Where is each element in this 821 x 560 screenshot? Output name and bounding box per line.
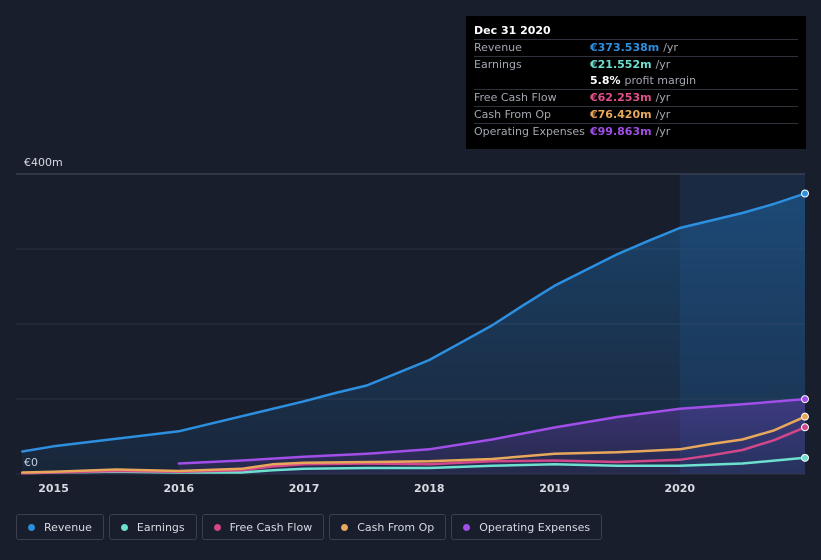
legend-dot-icon <box>463 523 471 531</box>
legend-dot-icon <box>120 523 128 531</box>
chart-legend: Revenue Earnings Free Cash Flow Cash From O… <box>16 514 607 540</box>
revenue-area <box>22 193 806 474</box>
tooltip-row-label: Operating Expenses <box>474 125 585 138</box>
tooltip-row-unit: /yr <box>655 125 671 138</box>
x-tick-label: 2018 <box>414 482 445 495</box>
x-tick-label: 2017 <box>289 482 320 495</box>
tooltip-row-value: €99.863m <box>590 125 652 138</box>
legend-item-operating-expenses[interactable]: Operating Expenses <box>451 514 603 540</box>
tooltip-row: Cash From Op €76.420m/yr <box>474 106 798 123</box>
x-tick-label: 2019 <box>539 482 570 495</box>
free-cash-flow-end-point <box>801 423 809 432</box>
operating-expenses-line <box>177 397 807 465</box>
tooltip-row: Revenue €373.538m/yr <box>474 39 798 56</box>
legend-item-cash-from-op[interactable]: Cash From Op <box>329 514 447 540</box>
cash-from-op-line <box>21 415 807 474</box>
tooltip-row-value: €373.538m <box>590 41 660 54</box>
tooltip-row-unit: profit margin <box>624 74 697 87</box>
cash-from-op-end-point <box>801 412 809 421</box>
legend-item-free-cash-flow[interactable]: Free Cash Flow <box>201 514 325 540</box>
legend-label: Operating Expenses <box>479 520 591 534</box>
x-tick-label: 2016 <box>163 482 194 495</box>
tooltip-row: Operating Expenses €99.863m/yr <box>474 123 798 140</box>
legend-dot-icon <box>213 523 221 531</box>
revenue-end-point <box>801 189 809 198</box>
tooltip-row-label: Cash From Op <box>474 108 552 121</box>
operating-expenses-area <box>178 399 806 474</box>
data-tooltip: Dec 31 2020 Revenue €373.538m/yr Earnings €… <box>466 16 806 149</box>
tooltip-row-unit: /yr <box>655 91 671 104</box>
tooltip-row-value: €76.420m <box>590 108 652 121</box>
legend-label: Revenue <box>44 520 92 534</box>
legend-label: Free Cash Flow <box>229 520 313 534</box>
tooltip-row: Earnings €21.552m/yr <box>474 56 798 73</box>
operating-expenses-end-point <box>801 395 809 404</box>
tooltip-row-unit: /yr <box>663 41 678 54</box>
tooltip-row-label: Revenue <box>474 41 522 54</box>
tooltip-row: 5.8% profit margin <box>474 73 798 89</box>
legend-label: Earnings <box>136 520 185 534</box>
legend-item-earnings[interactable]: Earnings <box>108 514 197 540</box>
x-tick-label: 2020 <box>664 482 695 495</box>
tooltip-row-value: €62.253m <box>590 91 652 104</box>
tooltip-row-unit: /yr <box>655 58 671 71</box>
tooltip-row-label: Earnings <box>474 58 522 71</box>
tooltip-row-value: 5.8% <box>590 74 621 87</box>
tooltip-row: Free Cash Flow €62.253m/yr <box>474 89 798 106</box>
legend-item-revenue[interactable]: Revenue <box>16 514 104 540</box>
legend-dot-icon <box>341 523 349 531</box>
tooltip-row-label: Free Cash Flow <box>474 91 557 104</box>
x-tick-label: 2015 <box>38 482 69 495</box>
legend-dot-icon <box>28 523 35 531</box>
tooltip-row-label <box>474 73 590 89</box>
earnings-end-point <box>801 453 809 462</box>
revenue-line <box>21 192 807 453</box>
tooltip-date: Dec 31 2020 <box>474 24 551 37</box>
y-axis-top-label: €400m <box>24 156 63 169</box>
legend-label: Cash From Op <box>357 520 435 534</box>
tooltip-row-value: €21.552m <box>590 58 652 71</box>
tooltip-row-unit: /yr <box>655 108 671 121</box>
